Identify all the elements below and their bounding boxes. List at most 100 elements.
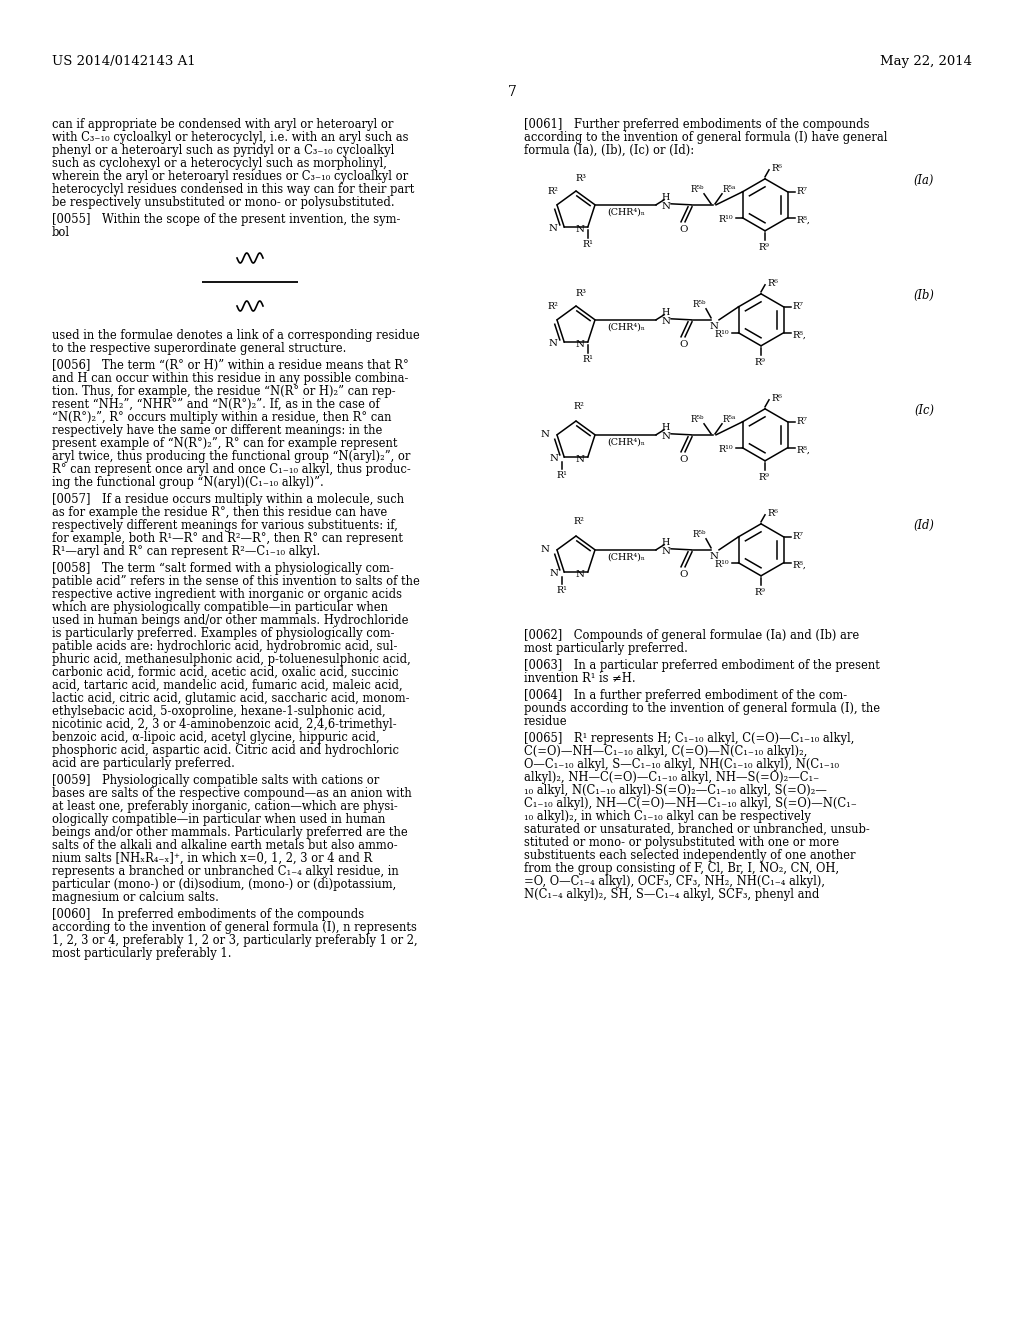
Text: be respectively unsubstituted or mono- or polysubstituted.: be respectively unsubstituted or mono- o… [52, 195, 394, 209]
Text: R⁵ᵇ: R⁵ᵇ [690, 185, 703, 194]
Text: as for example the residue R°, then this residue can have: as for example the residue R°, then this… [52, 506, 387, 519]
Text: tion. Thus, for example, the residue “N(R° or H)₂” can rep-: tion. Thus, for example, the residue “N(… [52, 385, 395, 399]
Text: 7: 7 [508, 84, 516, 99]
Text: R⁵ᵇ: R⁵ᵇ [690, 416, 703, 424]
Text: nicotinic acid, 2, 3 or 4-aminobenzoic acid, 2,4,6-trimethyl-: nicotinic acid, 2, 3 or 4-aminobenzoic a… [52, 718, 396, 731]
Text: from the group consisting of F, Cl, Br, I, NO₂, CN, OH,: from the group consisting of F, Cl, Br, … [524, 862, 839, 875]
Text: benzoic acid, α-lipoic acid, acetyl glycine, hippuric acid,: benzoic acid, α-lipoic acid, acetyl glyc… [52, 731, 380, 744]
Text: substituents each selected independently of one another: substituents each selected independently… [524, 849, 855, 862]
Text: [0063] In a particular preferred embodiment of the present: [0063] In a particular preferred embodim… [524, 659, 880, 672]
Text: R° can represent once aryl and once C₁₋₁₀ alkyl, thus produc-: R° can represent once aryl and once C₁₋₁… [52, 463, 411, 477]
Text: present example of “N(R°)₂”, R° can for example represent: present example of “N(R°)₂”, R° can for … [52, 437, 397, 450]
Text: salts of the alkali and alkaline earth metals but also ammo-: salts of the alkali and alkaline earth m… [52, 840, 397, 851]
Text: with C₃₋₁₀ cycloalkyl or heterocyclyl, i.e. with an aryl such as: with C₃₋₁₀ cycloalkyl or heterocyclyl, i… [52, 131, 409, 144]
Text: for example, both R¹—R° and R²—R°, then R° can represent: for example, both R¹—R° and R²—R°, then … [52, 532, 403, 545]
Text: R³: R³ [575, 174, 587, 183]
Text: R¹: R¹ [557, 586, 567, 595]
Text: O—C₁₋₁₀ alkyl, S—C₁₋₁₀ alkyl, NH(C₁₋₁₀ alkyl), N(C₁₋₁₀: O—C₁₋₁₀ alkyl, S—C₁₋₁₀ alkyl, NH(C₁₋₁₀ a… [524, 758, 839, 771]
Text: R⁸,: R⁸, [797, 445, 810, 454]
Text: C₁₋₁₀ alkyl), NH—C(=O)—NH—C₁₋₁₀ alkyl, S(=O)—N(C₁₋: C₁₋₁₀ alkyl), NH—C(=O)—NH—C₁₋₁₀ alkyl, S… [524, 797, 857, 810]
Text: 1, 2, 3 or 4, preferably 1, 2 or 3, particularly preferably 1 or 2,: 1, 2, 3 or 4, preferably 1, 2 or 3, part… [52, 935, 418, 946]
Text: represents a branched or unbranched C₁₋₄ alkyl residue, in: represents a branched or unbranched C₁₋₄… [52, 865, 398, 878]
Text: (Ia): (Ia) [913, 174, 934, 187]
Text: [0061] Further preferred embodiments of the compounds: [0061] Further preferred embodiments of … [524, 117, 869, 131]
Text: R³: R³ [575, 289, 587, 298]
Text: R²: R² [573, 517, 585, 525]
Text: H: H [662, 308, 670, 317]
Text: alkyl)₂, NH—C(=O)—C₁₋₁₀ alkyl, NH—S(=O)₂—C₁₋: alkyl)₂, NH—C(=O)—C₁₋₁₀ alkyl, NH—S(=O)₂… [524, 771, 819, 784]
Text: most particularly preferably 1.: most particularly preferably 1. [52, 946, 231, 960]
Text: R⁵ᵃ: R⁵ᵃ [722, 416, 736, 424]
Text: R⁵ᵇ: R⁵ᵇ [692, 531, 706, 540]
Text: R¹⁰: R¹⁰ [715, 330, 729, 339]
Text: heterocyclyl residues condensed in this way can for their part: heterocyclyl residues condensed in this … [52, 183, 415, 195]
Text: O: O [680, 339, 688, 348]
Text: US 2014/0142143 A1: US 2014/0142143 A1 [52, 55, 196, 69]
Text: phosphoric acid, aspartic acid. Citric acid and hydrochloric: phosphoric acid, aspartic acid. Citric a… [52, 744, 399, 756]
Text: patible acid” refers in the sense of this invention to salts of the: patible acid” refers in the sense of thi… [52, 576, 420, 587]
Text: R⁶: R⁶ [767, 510, 778, 519]
Text: ologically compatible—in particular when used in human: ologically compatible—in particular when… [52, 813, 385, 826]
Text: wherein the aryl or heteroaryl residues or C₃₋₁₀ cycloalkyl or: wherein the aryl or heteroaryl residues … [52, 170, 409, 183]
Text: N: N [541, 430, 550, 440]
Text: N: N [548, 223, 557, 232]
Text: (Ic): (Ic) [914, 404, 934, 417]
Text: R⁷: R⁷ [793, 302, 804, 312]
Text: according to the invention of general formula (I) have general: according to the invention of general fo… [524, 131, 888, 144]
Text: [0062] Compounds of general formulae (Ia) and (Ib) are: [0062] Compounds of general formulae (Ia… [524, 630, 859, 642]
Text: lactic acid, citric acid, glutamic acid, saccharic acid, monom-: lactic acid, citric acid, glutamic acid,… [52, 692, 410, 705]
Text: R¹: R¹ [583, 355, 593, 364]
Text: bol: bol [52, 226, 70, 239]
Text: phuric acid, methanesulphonic acid, p-toluenesulphonic acid,: phuric acid, methanesulphonic acid, p-to… [52, 653, 411, 667]
Text: (Id): (Id) [913, 519, 934, 532]
Text: R⁹: R⁹ [759, 473, 769, 482]
Text: R⁸,: R⁸, [793, 330, 807, 339]
Text: R¹: R¹ [583, 240, 593, 249]
Text: R⁹: R⁹ [759, 243, 769, 252]
Text: is particularly preferred. Examples of physiologically com-: is particularly preferred. Examples of p… [52, 627, 394, 640]
Text: residue: residue [524, 715, 567, 729]
Text: respectively different meanings for various substituents: if,: respectively different meanings for vari… [52, 519, 398, 532]
Text: R⁶: R⁶ [771, 395, 782, 404]
Text: N: N [710, 322, 719, 331]
Text: [0057] If a residue occurs multiply within a molecule, such: [0057] If a residue occurs multiply with… [52, 492, 404, 506]
Text: beings and/or other mammals. Particularly preferred are the: beings and/or other mammals. Particularl… [52, 826, 408, 840]
Text: which are physiologically compatible—in particular when: which are physiologically compatible—in … [52, 601, 388, 614]
Text: R¹⁰: R¹⁰ [719, 445, 733, 454]
Text: according to the invention of general formula (I), n represents: according to the invention of general fo… [52, 921, 417, 935]
Text: O: O [680, 570, 688, 578]
Text: ₁₀ alkyl, N(C₁₋₁₀ alkyl)-S(=O)₂—C₁₋₁₀ alkyl, S(=O)₂—: ₁₀ alkyl, N(C₁₋₁₀ alkyl)-S(=O)₂—C₁₋₁₀ al… [524, 784, 826, 797]
Text: R⁹: R⁹ [755, 358, 766, 367]
Text: (Ib): (Ib) [913, 289, 934, 302]
Text: acid are particularly preferred.: acid are particularly preferred. [52, 756, 234, 770]
Text: [0060] In preferred embodiments of the compounds: [0060] In preferred embodiments of the c… [52, 908, 365, 921]
Text: to the respective superordinate general structure.: to the respective superordinate general … [52, 342, 346, 355]
Text: resent “NH₂”, “NHR°” and “N(R°)₂”. If, as in the case of: resent “NH₂”, “NHR°” and “N(R°)₂”. If, a… [52, 399, 380, 411]
Text: (CHR⁴)ₙ: (CHR⁴)ₙ [607, 553, 645, 562]
Text: phenyl or a heteroaryl such as pyridyl or a C₃₋₁₀ cycloalkyl: phenyl or a heteroaryl such as pyridyl o… [52, 144, 394, 157]
Text: O: O [680, 224, 688, 234]
Text: R¹⁰: R¹⁰ [719, 215, 733, 224]
Text: particular (mono-) or (di)sodium, (mono-) or (di)potassium,: particular (mono-) or (di)sodium, (mono-… [52, 878, 396, 891]
Text: C(=O)—NH—C₁₋₁₀ alkyl, C(=O)—N(C₁₋₁₀ alkyl)₂,: C(=O)—NH—C₁₋₁₀ alkyl, C(=O)—N(C₁₋₁₀ alky… [524, 744, 807, 758]
Text: R⁸,: R⁸, [797, 215, 810, 224]
Text: saturated or unsaturated, branched or unbranched, unsub-: saturated or unsaturated, branched or un… [524, 822, 869, 836]
Text: (CHR⁴)ₙ: (CHR⁴)ₙ [607, 207, 645, 216]
Text: patible acids are: hydrochloric acid, hydrobromic acid, sul-: patible acids are: hydrochloric acid, hy… [52, 640, 397, 653]
Text: R⁵ᵃ: R⁵ᵃ [722, 185, 736, 194]
Text: “N(R°)₂”, R° occurs multiply within a residue, then R° can: “N(R°)₂”, R° occurs multiply within a re… [52, 411, 391, 424]
Text: R¹: R¹ [557, 471, 567, 480]
Text: N: N [662, 546, 671, 556]
Text: N: N [662, 202, 671, 211]
Text: carbonic acid, formic acid, acetic acid, oxalic acid, succinic: carbonic acid, formic acid, acetic acid,… [52, 667, 398, 678]
Text: aryl twice, thus producing the functional group “N(aryl)₂”, or: aryl twice, thus producing the functiona… [52, 450, 411, 463]
Text: respective active ingredient with inorganic or organic acids: respective active ingredient with inorga… [52, 587, 402, 601]
Text: [0055] Within the scope of the present invention, the sym-: [0055] Within the scope of the present i… [52, 213, 400, 226]
Text: most particularly preferred.: most particularly preferred. [524, 642, 688, 655]
Text: R⁶: R⁶ [767, 280, 778, 288]
Text: stituted or mono- or polysubstituted with one or more: stituted or mono- or polysubstituted wit… [524, 836, 839, 849]
Text: R⁵ᵇ: R⁵ᵇ [692, 301, 706, 309]
Text: N: N [541, 545, 550, 554]
Text: respectively have the same or different meanings: in the: respectively have the same or different … [52, 424, 382, 437]
Text: bases are salts of the respective compound—as an anion with: bases are salts of the respective compou… [52, 787, 412, 800]
